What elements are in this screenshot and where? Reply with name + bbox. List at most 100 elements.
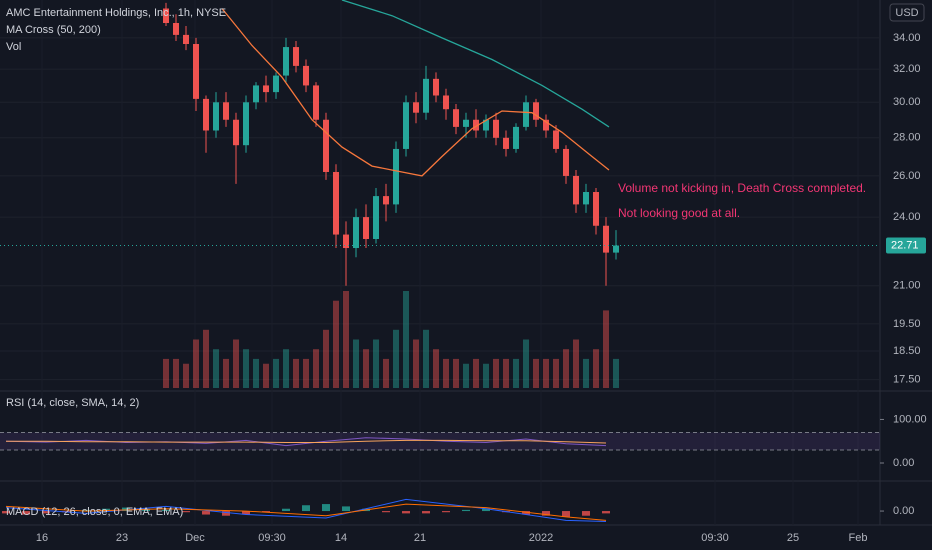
volume-bar (593, 349, 599, 388)
macd-histogram-bar (582, 511, 590, 516)
macd-histogram-bar (322, 504, 330, 512)
macd-histogram-bar (562, 511, 570, 517)
candle-body (183, 34, 189, 44)
volume-bar (533, 358, 539, 388)
x-tick-label: 09:30 (258, 532, 286, 544)
macd-histogram-bar (482, 508, 490, 512)
candle-body (253, 85, 259, 103)
candle-body (373, 196, 379, 240)
y-tick-label: 28.00 (893, 132, 921, 144)
indicator-label: MA Cross (50, 200) (6, 24, 101, 36)
macd-histogram-bar (542, 511, 550, 516)
macd-histogram-bar (342, 506, 350, 512)
candle-body (563, 148, 569, 176)
candle-body (423, 78, 429, 113)
macd-histogram-bar (2, 511, 10, 514)
volume-bar (393, 329, 399, 388)
y-tick-label: 26.00 (893, 170, 921, 182)
candle-body (493, 119, 499, 138)
candle-body (273, 75, 279, 93)
x-tick-label: 14 (335, 532, 347, 544)
volume-bar (423, 329, 429, 388)
volume-bar (223, 358, 229, 388)
macd-histogram-bar (122, 507, 130, 512)
volume-bar (283, 349, 289, 388)
volume-bar (603, 310, 609, 388)
candle-body (223, 102, 229, 120)
macd-histogram-bar (102, 508, 110, 512)
volume-bar (473, 358, 479, 388)
candle-body (293, 47, 299, 66)
volume-bar (573, 339, 579, 388)
candle-body (363, 217, 369, 240)
candle-body (283, 47, 289, 76)
volume-bar (443, 358, 449, 388)
x-tick-label: 25 (787, 532, 799, 544)
macd-histogram-bar (302, 505, 310, 512)
volume-bar (383, 358, 389, 388)
volume-bar (313, 349, 319, 388)
volume-bar (233, 339, 239, 388)
x-tick-label: Feb (849, 532, 868, 544)
y-tick-label: 19.50 (893, 318, 921, 330)
candle-body (523, 102, 529, 127)
y-tick-label: 24.00 (893, 211, 921, 223)
candle-body (433, 78, 439, 96)
candle-body (613, 245, 619, 253)
x-tick-label: 09:30 (701, 532, 729, 544)
macd-histogram-bar (422, 511, 430, 514)
macd-histogram-bar (182, 511, 190, 513)
volume-label: Vol (6, 41, 21, 53)
volume-bar (173, 358, 179, 388)
candle-body (203, 98, 209, 131)
candle-body (233, 119, 239, 146)
currency: USD (895, 7, 918, 19)
volume-bar (403, 291, 409, 388)
volume-bar (543, 358, 549, 388)
candle-body (593, 192, 599, 226)
last-price-label: 22.71 (891, 239, 919, 251)
candle-body (603, 225, 609, 253)
annotation: Volume not kicking in, Death Cross compl… (618, 181, 866, 195)
macd-histogram-bar (462, 509, 470, 512)
volume-bar (373, 339, 379, 388)
volume-bar (483, 363, 489, 388)
volume-bar (163, 358, 169, 388)
candle-body (453, 109, 459, 127)
macd-histogram-bar (202, 511, 210, 515)
candle-body (193, 43, 199, 99)
ma-line: MA 200 (341, 0, 610, 128)
macd-histogram-bar (442, 511, 450, 513)
volume-bar (213, 349, 219, 388)
x-tick-label: Dec (185, 532, 205, 544)
volume-bar (263, 363, 269, 388)
candle-body (313, 85, 319, 120)
y-tick-label: 17.50 (893, 374, 921, 386)
candle-body (443, 95, 449, 110)
volume-bar (333, 300, 339, 388)
y-tick-label: 18.50 (893, 345, 921, 357)
candle-body (333, 171, 339, 235)
macd-histogram-bar (162, 509, 170, 512)
x-tick-label: 2022 (529, 532, 553, 544)
candle-body (553, 130, 559, 149)
macd-histogram-bar (22, 511, 30, 515)
chart-title: AMC Entertainment Holdings, Inc., 1h, NY… (6, 7, 226, 19)
macd-histogram-bar (262, 511, 270, 513)
volume-bar (273, 358, 279, 388)
volume-bar (523, 339, 529, 388)
candle-body (463, 119, 469, 127)
macd-histogram-bar (142, 508, 150, 512)
rsi-label: RSI (14, close, SMA, 14, 2) (6, 397, 139, 409)
volume-bar (353, 339, 359, 388)
volume-bar (183, 363, 189, 388)
last-price-badge (886, 237, 926, 254)
volume-bar (463, 363, 469, 388)
x-tick-label: 16 (36, 532, 48, 544)
rsi-tick-label: 100.00 (893, 413, 927, 425)
currency-badge[interactable] (889, 3, 925, 22)
macd-histogram-bar (282, 508, 290, 512)
candle-body (213, 102, 219, 131)
macd-label: MACD (12, 26, close, 0, EMA, EMA) (6, 506, 183, 518)
